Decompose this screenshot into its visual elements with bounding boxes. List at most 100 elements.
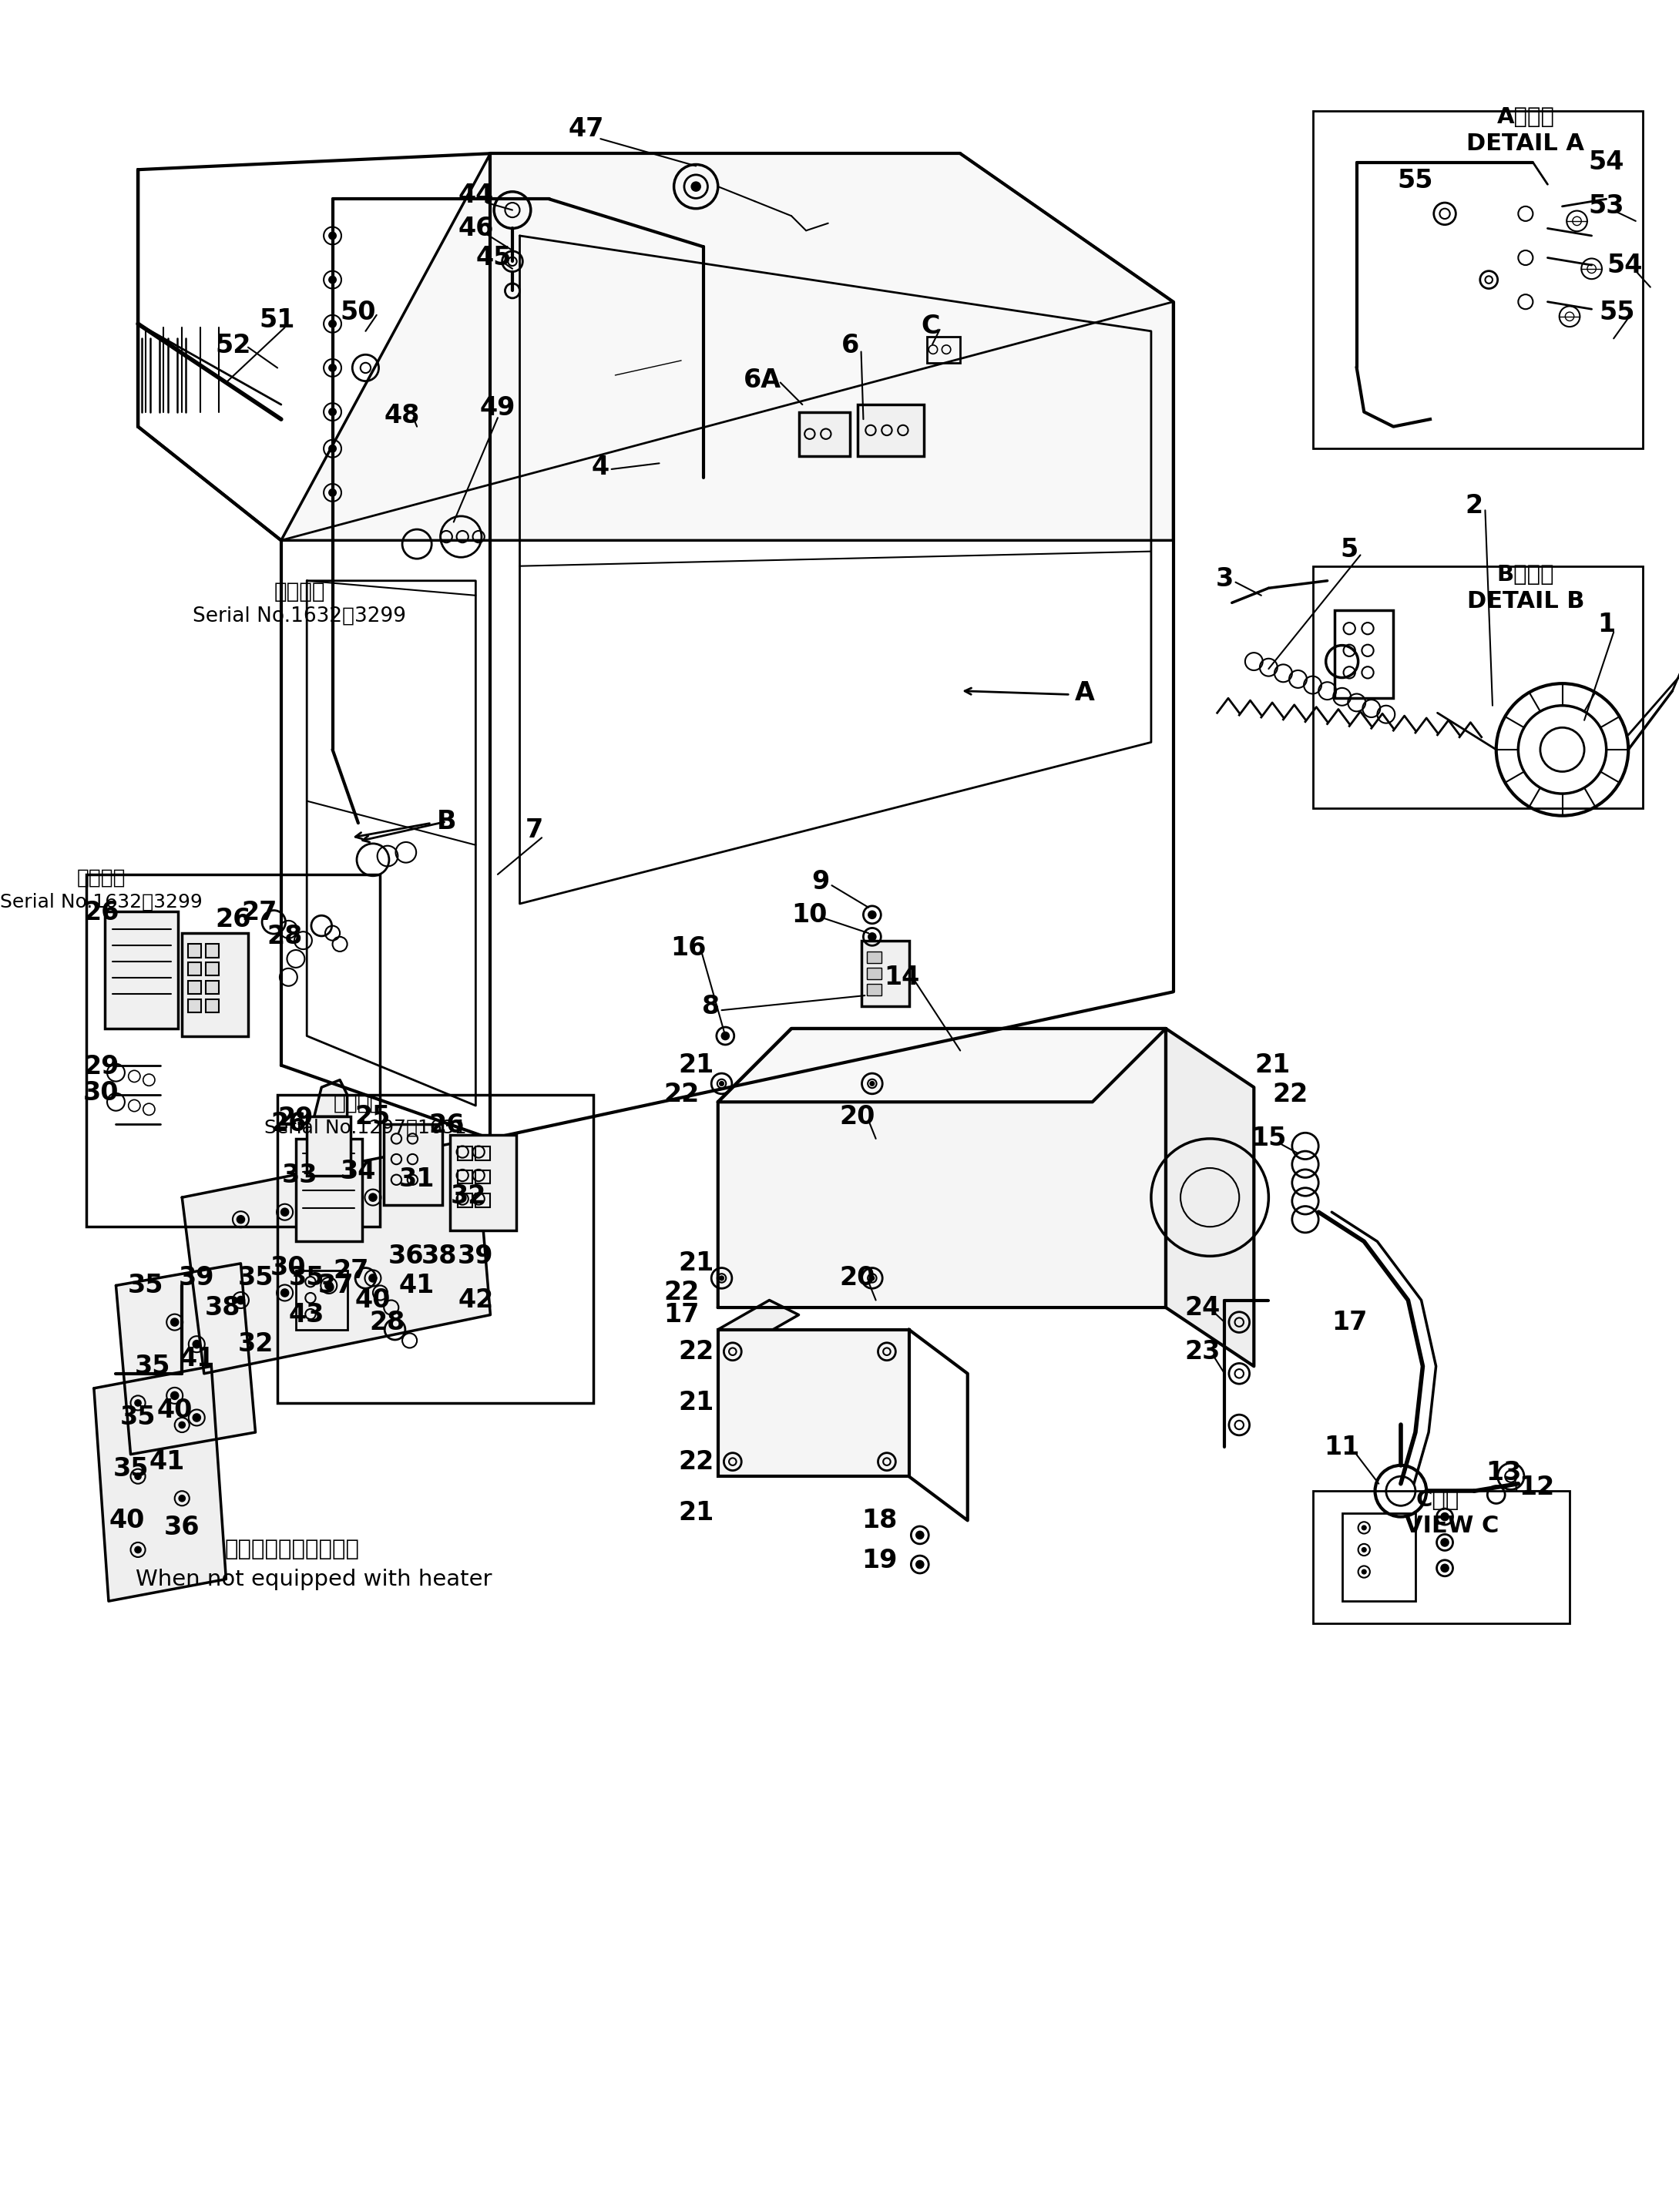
Bar [384,1124,443,1206]
Circle shape [917,1562,923,1568]
Text: Serial No.1632～3299: Serial No.1632～3299 [0,894,203,911]
Text: 30: 30 [84,1079,119,1106]
Circle shape [917,1531,923,1540]
Text: C　視: C 視 [1415,1489,1459,1511]
Polygon shape [181,1139,490,1374]
Bar [719,1329,908,1475]
Bar [87,874,379,1228]
Circle shape [329,232,336,239]
Circle shape [280,1208,289,1217]
Bar [457,1146,472,1159]
Text: 25: 25 [354,1104,391,1130]
Bar [277,1095,593,1402]
Text: VIEW C: VIEW C [1405,1515,1499,1537]
Circle shape [1362,1526,1367,1531]
Text: 38: 38 [421,1243,457,1270]
Text: ヒータ装着シナイ場合: ヒータ装着シナイ場合 [225,1540,359,1559]
Polygon shape [719,1029,1165,1307]
Text: 27: 27 [332,1259,369,1283]
Text: 21: 21 [678,1053,714,1077]
Text: 8: 8 [702,993,720,1020]
Circle shape [180,1495,185,1502]
Bar [205,962,218,975]
Text: C: C [922,314,940,338]
Text: 20: 20 [840,1104,875,1130]
Text: 48: 48 [384,403,420,429]
Polygon shape [719,1301,799,1345]
Bar [188,945,201,958]
Text: 35: 35 [128,1272,163,1298]
Circle shape [719,1082,724,1086]
Bar [861,940,908,1006]
Circle shape [722,1033,729,1040]
Circle shape [171,1391,178,1400]
Text: 52: 52 [215,334,252,358]
Text: 17: 17 [663,1303,698,1327]
Circle shape [326,1201,332,1208]
Text: 50: 50 [341,301,376,325]
Bar [457,1170,472,1183]
Circle shape [280,1290,289,1296]
Circle shape [870,1082,875,1086]
Circle shape [868,911,876,918]
Text: 41: 41 [149,1449,185,1475]
Text: 2: 2 [1466,493,1483,518]
Bar [866,951,881,962]
Text: 39: 39 [458,1243,494,1270]
Text: 18: 18 [861,1509,897,1533]
Text: 35: 35 [289,1265,324,1292]
Polygon shape [280,153,1174,540]
Bar [475,1170,490,1183]
Text: DETAIL B: DETAIL B [1467,591,1585,613]
Polygon shape [116,1263,255,1453]
Text: 37: 37 [319,1272,354,1298]
Text: 10: 10 [792,902,828,927]
Text: 15: 15 [1251,1126,1286,1152]
Bar [188,1000,201,1013]
Bar [181,933,248,1035]
Text: 41: 41 [400,1272,435,1298]
Circle shape [413,1186,421,1194]
Polygon shape [314,1079,348,1117]
Bar [296,1272,348,1329]
Bar [1342,1513,1415,1601]
Text: DETAIL A: DETAIL A [1467,133,1585,155]
Text: 49: 49 [480,396,515,420]
Text: 6A: 6A [744,367,781,394]
Circle shape [180,1422,185,1429]
Bar [927,336,960,363]
Text: 22: 22 [663,1281,698,1305]
Circle shape [329,365,336,372]
Text: 適用号機: 適用号機 [334,1093,383,1113]
Text: When not equipped with heater: When not equipped with heater [136,1568,492,1590]
Text: 28: 28 [267,925,302,949]
Text: 適用号機: 適用号機 [77,867,126,887]
Bar [1313,111,1644,449]
Circle shape [237,1217,245,1223]
Circle shape [134,1473,141,1480]
Circle shape [134,1546,141,1553]
Circle shape [868,933,876,940]
Text: A: A [1075,681,1095,706]
Text: 40: 40 [354,1287,391,1314]
Text: 40: 40 [109,1509,144,1533]
Text: 21: 21 [678,1250,714,1276]
Text: 33: 33 [282,1164,317,1188]
Circle shape [1362,1571,1367,1575]
Text: 20: 20 [840,1265,875,1292]
Text: 22: 22 [1273,1082,1308,1108]
Text: 21: 21 [678,1389,714,1416]
Text: Serial No.1297～1631: Serial No.1297～1631 [264,1119,467,1137]
Text: 26: 26 [84,900,119,925]
Bar [104,911,178,1029]
Text: 27: 27 [242,900,277,925]
Bar [296,1139,363,1241]
Bar [1313,1491,1570,1624]
Text: 13: 13 [1486,1460,1521,1486]
Text: 3: 3 [1216,566,1234,593]
Bar [188,980,201,993]
Text: 4: 4 [591,453,609,480]
Text: 51: 51 [260,307,296,332]
Text: 41: 41 [180,1347,215,1371]
Text: 35: 35 [121,1405,156,1431]
